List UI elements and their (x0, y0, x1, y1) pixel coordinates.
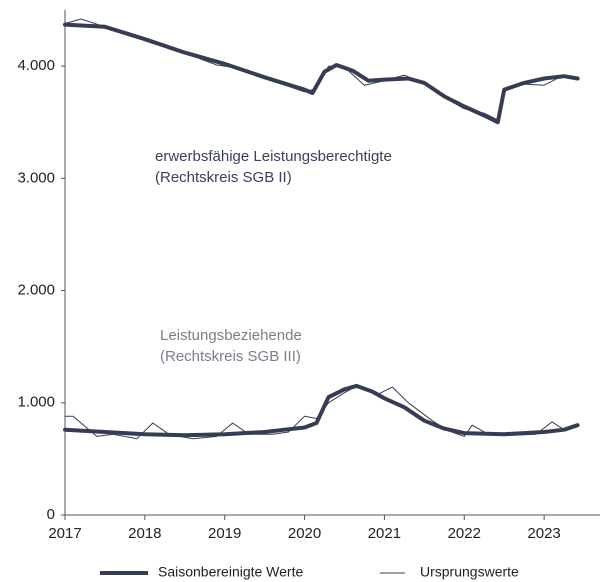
annotation: (Rechtskreis SGB III) (160, 348, 301, 365)
x-tick-label: 2017 (48, 525, 81, 542)
x-tick-label: 2019 (208, 525, 241, 542)
y-tick-label: 4.000 (17, 57, 55, 74)
y-tick-label: 3.000 (17, 169, 55, 186)
line (64, 18, 579, 121)
x-tick-label: 2018 (128, 525, 161, 542)
annotation: erwerbsfähige Leistungsberechtigte (155, 148, 392, 165)
line (63, 22, 580, 125)
legend-label: Saisonbereinigte Werte (158, 564, 303, 580)
x-tick-label: 2020 (288, 525, 321, 542)
y-tick-label: 1.000 (17, 394, 55, 411)
annotation: Leistungsbeziehende (160, 327, 302, 344)
y-tick-label: 2.000 (17, 282, 55, 299)
x-tick-label: 2023 (527, 525, 560, 542)
legend-label: Ursprungswerte (420, 564, 519, 580)
line (64, 385, 579, 440)
x-tick-label: 2021 (368, 525, 401, 542)
annotation: (Rechtskreis SGB II) (155, 169, 292, 186)
x-tick-label: 2022 (448, 525, 481, 542)
line (63, 383, 580, 438)
y-tick-label: 0 (47, 506, 55, 523)
